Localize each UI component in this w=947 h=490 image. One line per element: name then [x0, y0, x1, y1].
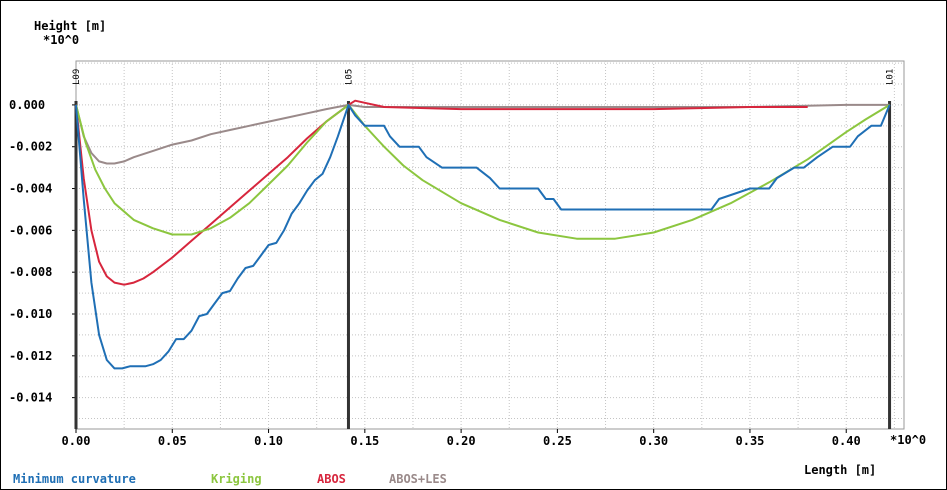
- x-tick-label: 0.20: [447, 434, 476, 448]
- y-tick-label: -0.006: [9, 223, 52, 237]
- legend-item-minimum-curvature: Minimum curvature: [13, 472, 136, 486]
- x-tick-label: 0.10: [254, 434, 283, 448]
- series-line-abos-les: [75, 103, 890, 165]
- x-tick-label: 0.35: [736, 434, 765, 448]
- series-line-abos: [75, 99, 808, 286]
- x-tick-label: 0.00: [62, 434, 91, 448]
- y-tick-label: -0.010: [9, 307, 52, 321]
- x-tick-label: 0.05: [158, 434, 187, 448]
- x-tick-label: 0.40: [832, 434, 861, 448]
- x-tick-label: 0.25: [543, 434, 572, 448]
- legend-item-kriging: Kriging: [211, 472, 262, 486]
- x-axis-multiplier: *10^0: [890, 433, 927, 447]
- plot-area: [75, 60, 905, 430]
- legend-item-abos: ABOS: [317, 472, 346, 486]
- y-tick-label: 0.000: [9, 98, 45, 112]
- y-tick-label: -0.002: [9, 140, 52, 154]
- y-tick-label: -0.008: [9, 265, 52, 279]
- marker-label-l09: L09: [72, 69, 82, 85]
- legend-item-abos-les: ABOS+LES: [389, 472, 447, 486]
- x-tick-label: 0.30: [639, 434, 668, 448]
- y-axis-label: Height [m]: [34, 19, 107, 33]
- marker-label-l01: L01: [886, 69, 896, 85]
- marker-label-l05: L05: [344, 69, 354, 85]
- series-line-minimum-curvature: [75, 103, 891, 370]
- y-tick-label: -0.012: [9, 349, 52, 363]
- y-axis-multiplier: *10^0: [43, 33, 80, 47]
- y-tick-label: -0.014: [9, 391, 52, 405]
- x-axis-label: Length [m]: [804, 463, 877, 477]
- y-tick-label: -0.004: [9, 182, 52, 196]
- x-tick-label: 0.15: [350, 434, 379, 448]
- series-line-kriging: [75, 103, 891, 240]
